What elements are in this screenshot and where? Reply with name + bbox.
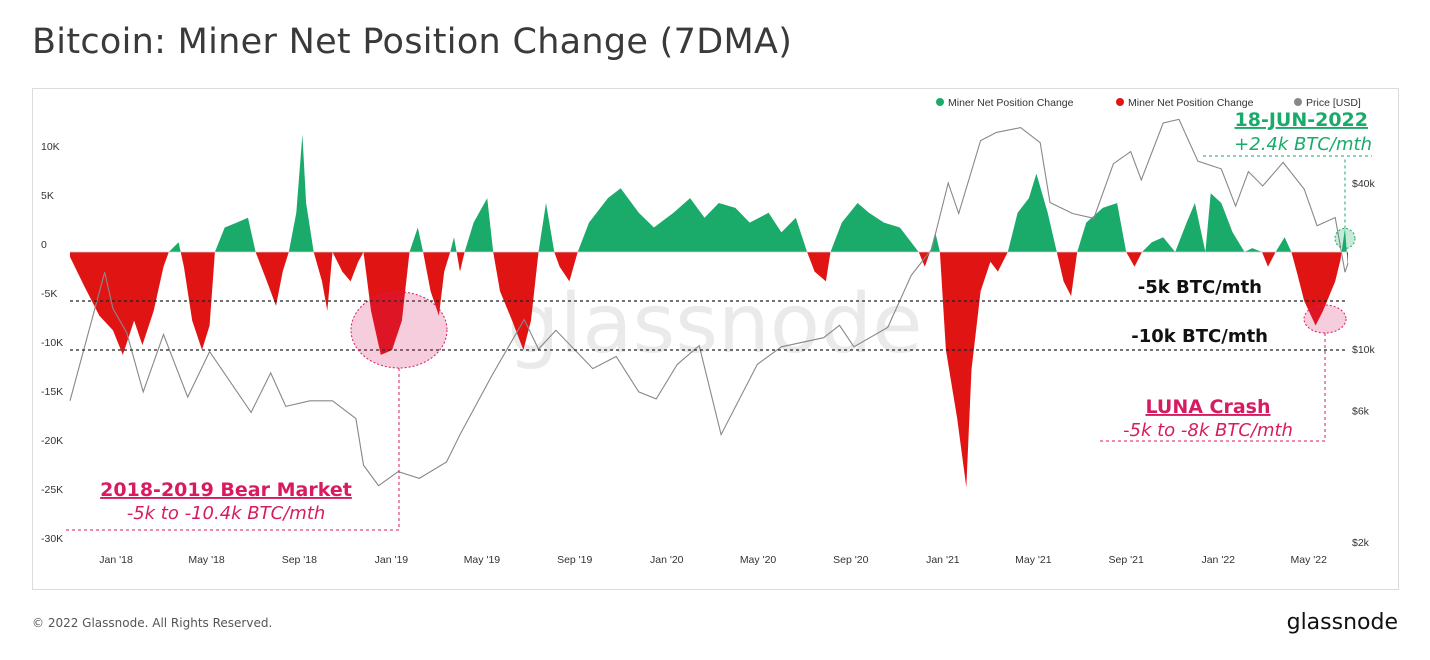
x-tick-label: Jan '19 bbox=[375, 554, 409, 566]
positive-position-area bbox=[538, 203, 555, 252]
y-right-tick-label: $2k bbox=[1352, 537, 1370, 549]
x-tick-label: May '18 bbox=[188, 554, 225, 566]
y-tick-label: -5K bbox=[41, 288, 57, 300]
legend-marker bbox=[1294, 98, 1302, 106]
y-tick-label: -10K bbox=[41, 337, 63, 349]
copyright-text: © 2022 Glassnode. All Rights Reserved. bbox=[32, 616, 273, 630]
y-right-tick-label: $10k bbox=[1352, 344, 1376, 356]
reference-line-label: -10k BTC/mth bbox=[1131, 326, 1268, 347]
negative-position-area bbox=[554, 252, 578, 282]
glassnode-logo: glassnode bbox=[1286, 610, 1398, 635]
reference-line-label: -5k BTC/mth bbox=[1138, 277, 1262, 298]
positive-position-area bbox=[577, 188, 808, 252]
annotation-subtitle: +2.4k BTC/mth bbox=[1234, 134, 1372, 155]
page-title: Bitcoin: Miner Net Position Change (7DMA… bbox=[32, 22, 793, 62]
legend-marker bbox=[1116, 98, 1124, 106]
negative-position-area bbox=[255, 252, 289, 306]
chart-frame bbox=[32, 88, 1399, 590]
negative-position-area bbox=[363, 252, 410, 355]
negative-position-area bbox=[1346, 252, 1348, 267]
annotation-title: LUNA Crash bbox=[1145, 396, 1270, 418]
annotation-title: 18-JUN-2022 bbox=[1235, 109, 1369, 131]
negative-position-area bbox=[1291, 252, 1342, 326]
x-tick-label: Sep '19 bbox=[557, 554, 592, 566]
negative-position-area bbox=[1056, 252, 1078, 297]
positive-position-area bbox=[214, 217, 256, 252]
annotation-subtitle: -5k to -8k BTC/mth bbox=[1123, 420, 1293, 441]
x-tick-label: May '20 bbox=[740, 554, 777, 566]
negative-position-area bbox=[332, 252, 364, 282]
y-tick-label: -20K bbox=[41, 435, 63, 447]
annotation-subtitle: -5k to -10.4k BTC/mth bbox=[127, 503, 326, 524]
y-tick-label: 0 bbox=[41, 239, 47, 251]
x-tick-label: Jan '20 bbox=[650, 554, 684, 566]
x-tick-label: Jan '22 bbox=[1201, 554, 1235, 566]
positive-position-area bbox=[830, 203, 919, 252]
price-line bbox=[69, 118, 1349, 487]
x-tick-label: Sep '18 bbox=[282, 554, 317, 566]
negative-position-area bbox=[456, 252, 465, 272]
positive-position-area bbox=[1142, 193, 1262, 252]
positive-position-area bbox=[1007, 173, 1057, 252]
negative-position-area bbox=[1262, 252, 1276, 267]
legend-label: Miner Net Position Change bbox=[1128, 97, 1254, 109]
negative-position-area bbox=[313, 252, 333, 311]
negative-position-area bbox=[939, 252, 1008, 488]
watermark: glassnode bbox=[507, 277, 922, 372]
positive-position-area bbox=[450, 237, 457, 252]
positive-position-area bbox=[168, 242, 181, 252]
x-tick-label: May '21 bbox=[1015, 554, 1052, 566]
y-tick-label: 10K bbox=[41, 141, 60, 153]
negative-position-area bbox=[423, 252, 451, 316]
positive-position-area bbox=[464, 198, 494, 252]
annotation-title: 2018-2019 Bear Market bbox=[100, 479, 352, 501]
x-tick-label: May '22 bbox=[1291, 554, 1328, 566]
negative-position-area bbox=[807, 252, 831, 282]
positive-position-area bbox=[1077, 203, 1127, 252]
positive-position-area bbox=[288, 134, 314, 252]
highlight-circle bbox=[350, 291, 448, 369]
y-tick-label: -30K bbox=[41, 533, 63, 545]
negative-position-area bbox=[1126, 252, 1142, 267]
highlight-circle bbox=[1334, 227, 1356, 249]
highlight-circle bbox=[1303, 304, 1347, 334]
y-tick-label: -15K bbox=[41, 386, 63, 398]
y-tick-label: -25K bbox=[41, 484, 63, 496]
x-tick-label: Sep '20 bbox=[833, 554, 868, 566]
x-tick-label: Jan '21 bbox=[926, 554, 960, 566]
positive-position-area bbox=[1275, 237, 1292, 252]
legend-marker bbox=[936, 98, 944, 106]
y-right-tick-label: $40k bbox=[1352, 178, 1376, 190]
x-tick-label: Sep '21 bbox=[1109, 554, 1144, 566]
x-tick-label: May '19 bbox=[464, 554, 501, 566]
legend-label: Miner Net Position Change bbox=[948, 97, 1074, 109]
legend-label: Price [USD] bbox=[1306, 97, 1361, 109]
positive-position-area bbox=[1341, 228, 1347, 252]
x-tick-label: Jan '18 bbox=[99, 554, 133, 566]
y-right-tick-label: $6k bbox=[1352, 405, 1370, 417]
negative-position-area bbox=[70, 252, 169, 355]
positive-position-area bbox=[409, 227, 424, 252]
y-tick-label: 5K bbox=[41, 190, 54, 202]
